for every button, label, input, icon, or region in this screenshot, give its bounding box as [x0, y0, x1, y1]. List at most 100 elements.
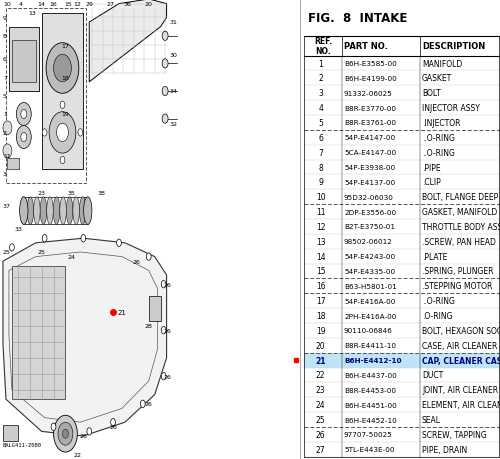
Text: REF.
NO.: REF. NO. — [314, 37, 332, 56]
Text: 12: 12 — [316, 223, 326, 231]
Ellipse shape — [66, 197, 73, 225]
Text: 98502-06012: 98502-06012 — [344, 239, 393, 245]
Text: .PIPE: .PIPE — [422, 163, 440, 172]
Text: 12: 12 — [74, 2, 82, 7]
Text: 15: 15 — [316, 267, 326, 276]
Text: B6H-E4452-10: B6H-E4452-10 — [344, 417, 397, 423]
Text: BOLT: BOLT — [422, 89, 441, 98]
Text: B6H-E4451-00: B6H-E4451-00 — [344, 402, 397, 408]
Circle shape — [78, 129, 82, 137]
Text: FIG.  8  INTAKE: FIG. 8 INTAKE — [308, 11, 408, 24]
Text: 26: 26 — [109, 425, 117, 429]
Circle shape — [3, 145, 12, 158]
Text: 7: 7 — [318, 148, 323, 157]
Text: 4: 4 — [19, 2, 23, 7]
Text: 20: 20 — [316, 341, 326, 350]
Text: CAP, CLEANER CASE 1: CAP, CLEANER CASE 1 — [422, 356, 500, 365]
Text: B6H-E4437-00: B6H-E4437-00 — [344, 372, 397, 378]
Circle shape — [42, 129, 47, 137]
Circle shape — [21, 110, 27, 119]
Text: B8R-E3770-00: B8R-E3770-00 — [344, 106, 396, 112]
Circle shape — [161, 373, 166, 380]
Text: .CLIP: .CLIP — [422, 178, 441, 187]
Text: 25: 25 — [316, 415, 326, 424]
Text: JOINT, AIR CLEANER 1: JOINT, AIR CLEANER 1 — [422, 386, 500, 394]
Text: 6: 6 — [318, 134, 323, 142]
Text: 18: 18 — [62, 76, 70, 80]
Text: .INJECTOR: .INJECTOR — [422, 119, 461, 128]
Text: 22: 22 — [316, 371, 326, 380]
Circle shape — [162, 32, 168, 41]
Text: THROTTLE BODY ASSY: THROTTLE BODY ASSY — [422, 223, 500, 231]
Text: B8R-E3761-00: B8R-E3761-00 — [344, 120, 396, 126]
Text: 5CA-E4147-00: 5CA-E4147-00 — [344, 150, 396, 156]
Circle shape — [54, 55, 72, 83]
Circle shape — [62, 429, 68, 438]
Text: 23: 23 — [38, 190, 46, 195]
Text: 27: 27 — [106, 2, 114, 7]
Text: B6H-E4199-00: B6H-E4199-00 — [344, 76, 397, 82]
Text: 35: 35 — [68, 190, 76, 195]
Text: 25: 25 — [3, 250, 11, 255]
Text: 3: 3 — [318, 89, 323, 98]
Text: 15: 15 — [64, 2, 72, 7]
Text: 19: 19 — [316, 326, 326, 335]
Text: 5: 5 — [3, 94, 7, 99]
Bar — [6, 9, 86, 184]
Text: 16: 16 — [316, 282, 326, 291]
Text: 23: 23 — [316, 386, 326, 394]
Text: 29: 29 — [85, 2, 93, 7]
Text: 26: 26 — [316, 430, 326, 439]
Text: 97707-50025: 97707-50025 — [344, 431, 393, 437]
Text: 54P-E4335-00: 54P-E4335-00 — [344, 269, 395, 274]
Text: 2DP-E3556-00: 2DP-E3556-00 — [344, 209, 396, 215]
Text: 17: 17 — [316, 297, 326, 306]
Circle shape — [16, 103, 31, 126]
Text: BOLT, FLANGE DEEP RECESS: BOLT, FLANGE DEEP RECESS — [422, 193, 500, 202]
Text: 26: 26 — [164, 328, 172, 333]
Text: 13: 13 — [316, 237, 326, 246]
Circle shape — [58, 422, 73, 445]
Text: B2T-E3750-01: B2T-E3750-01 — [344, 224, 395, 230]
Circle shape — [21, 133, 27, 142]
Text: 20: 20 — [145, 2, 152, 7]
Circle shape — [116, 240, 121, 247]
Text: 34: 34 — [170, 90, 177, 94]
Bar — [149, 296, 160, 321]
Text: 26: 26 — [164, 282, 172, 287]
Text: 33: 33 — [15, 227, 23, 232]
Circle shape — [49, 112, 76, 154]
Text: BALG411-Z080: BALG411-Z080 — [3, 442, 42, 448]
Text: 13: 13 — [29, 11, 36, 16]
Circle shape — [162, 60, 168, 69]
Text: 21: 21 — [118, 309, 126, 315]
Text: 1: 1 — [3, 112, 7, 117]
Circle shape — [54, 415, 78, 452]
Text: .O-RING: .O-RING — [422, 311, 452, 320]
Text: 11: 11 — [3, 154, 10, 158]
Ellipse shape — [34, 197, 40, 225]
Text: ..O-RING: ..O-RING — [422, 297, 455, 306]
Text: INJECTOR ASSY: INJECTOR ASSY — [422, 104, 480, 113]
Text: 19: 19 — [62, 112, 70, 117]
Ellipse shape — [46, 197, 54, 225]
Text: 5: 5 — [318, 119, 323, 128]
Ellipse shape — [60, 197, 66, 225]
Text: 28: 28 — [145, 324, 152, 328]
Text: 2PH-E416A-00: 2PH-E416A-00 — [344, 313, 397, 319]
Ellipse shape — [80, 197, 86, 225]
Text: 9: 9 — [318, 178, 323, 187]
Text: PART NO.: PART NO. — [344, 42, 388, 51]
Text: .SPRING, PLUNGER: .SPRING, PLUNGER — [422, 267, 494, 276]
Bar — [42, 14, 84, 170]
Text: SEAL: SEAL — [422, 415, 441, 424]
Text: 2: 2 — [3, 131, 7, 135]
Text: 16: 16 — [50, 2, 58, 7]
Text: 14: 14 — [38, 2, 46, 7]
Circle shape — [16, 126, 31, 149]
Text: 6: 6 — [3, 57, 7, 62]
Text: 17: 17 — [62, 44, 70, 48]
Text: MANIFOLD: MANIFOLD — [422, 59, 462, 68]
Text: 4: 4 — [318, 104, 323, 113]
Bar — [304, 37, 499, 56]
